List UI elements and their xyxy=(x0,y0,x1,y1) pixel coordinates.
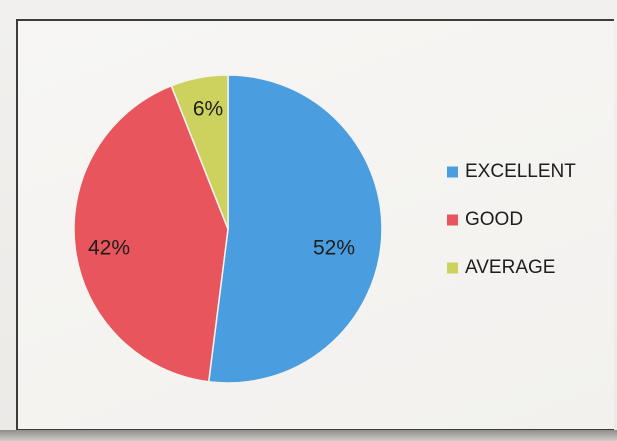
slice-label-average: 6% xyxy=(193,98,223,121)
slice-label-good: 42% xyxy=(88,237,130,260)
pie-slice-average xyxy=(170,74,229,230)
legend-label-average: AVERAGE xyxy=(465,257,555,278)
legend-label-good: GOOD xyxy=(465,209,523,230)
legend-label-excellent: EXCELLENT xyxy=(465,161,576,182)
pie-slice-good xyxy=(73,84,229,383)
pie-slice-excellent xyxy=(207,74,383,384)
legend-swatch-good xyxy=(447,214,458,226)
pie-slices xyxy=(73,74,383,384)
scan-edge-shadow xyxy=(0,430,617,441)
legend-swatch-excellent xyxy=(447,166,458,178)
pie-slice-labels: 52% 42% 6% xyxy=(88,98,355,260)
legend-swatch-average xyxy=(447,262,458,274)
slice-label-excellent: 52% xyxy=(313,237,355,260)
chart-legend: EXCELLENT GOOD AVERAGE xyxy=(447,161,576,278)
